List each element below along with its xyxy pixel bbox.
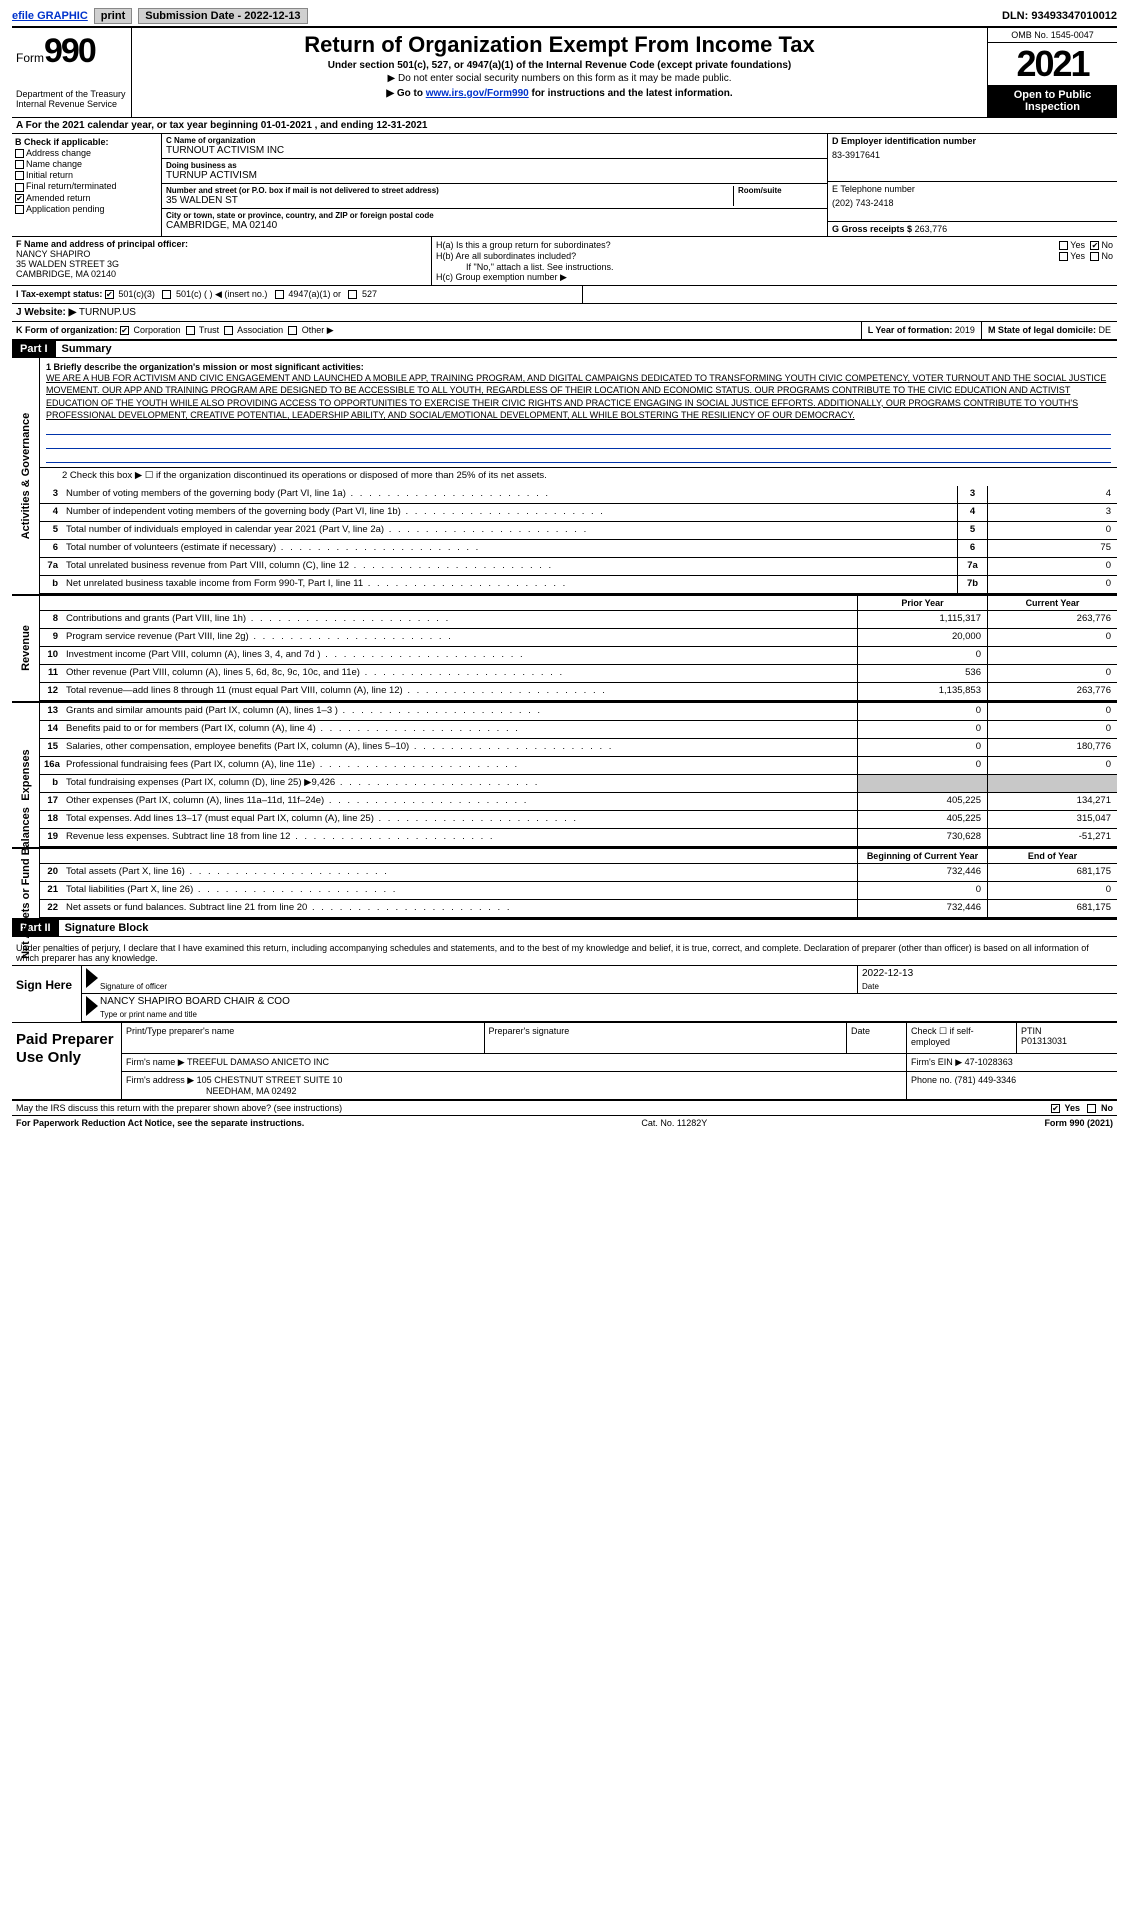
ssn-note: ▶ Do not enter social security numbers o… — [140, 73, 979, 84]
chk-501c3[interactable] — [105, 290, 114, 299]
net-assets-block: Net Assets or Fund Balances Beginning of… — [12, 849, 1117, 920]
hb-no[interactable] — [1090, 252, 1099, 261]
org-name: TURNOUT ACTIVISM INC — [166, 145, 823, 156]
data-line: 17Other expenses (Part IX, column (A), l… — [40, 793, 1117, 811]
paperwork-footer: For Paperwork Reduction Act Notice, see … — [12, 1116, 1117, 1130]
data-line: 11Other revenue (Part VIII, column (A), … — [40, 665, 1117, 683]
print-button[interactable]: print — [94, 8, 132, 24]
state-domicile: DE — [1098, 325, 1111, 335]
hb-yes[interactable] — [1059, 252, 1068, 261]
officer-name-title: NANCY SHAPIRO BOARD CHAIR & COO — [100, 996, 1113, 1010]
calendar-year-row: A For the 2021 calendar year, or tax yea… — [12, 118, 1117, 134]
chk-amended[interactable] — [15, 194, 24, 203]
box-f: F Name and address of principal officer:… — [12, 237, 432, 285]
signature-block: Under penalties of perjury, I declare th… — [12, 941, 1117, 1130]
data-line: 10Investment income (Part VIII, column (… — [40, 647, 1117, 665]
street-address: 35 WALDEN ST — [166, 195, 733, 206]
identity-section: B Check if applicable: Address change Na… — [12, 134, 1117, 237]
gov-line: 3Number of voting members of the governi… — [40, 486, 1117, 504]
data-line: 12Total revenue—add lines 8 through 11 (… — [40, 683, 1117, 701]
sign-here-label: Sign Here — [12, 966, 82, 1022]
gov-line: 4Number of independent voting members of… — [40, 504, 1117, 522]
tax-year: 2021 — [988, 43, 1117, 85]
discuss-row: May the IRS discuss this return with the… — [12, 1101, 1117, 1116]
mission-text: WE ARE A HUB FOR ACTIVISM AND CIVIC ENGA… — [46, 372, 1111, 421]
data-line: 20Total assets (Part X, line 16)732,4466… — [40, 864, 1117, 882]
form990-link[interactable]: www.irs.gov/Form990 — [426, 88, 529, 99]
officer-group-section: F Name and address of principal officer:… — [12, 237, 1117, 286]
row-j-website: J Website: ▶ TURNUP.US — [12, 304, 1117, 322]
data-line: 9Program service revenue (Part VIII, lin… — [40, 629, 1117, 647]
data-line: 18Total expenses. Add lines 13–17 (must … — [40, 811, 1117, 829]
box-b: B Check if applicable: Address change Na… — [12, 134, 162, 236]
gov-line: bNet unrelated business taxable income f… — [40, 576, 1117, 594]
chk-name[interactable] — [15, 160, 24, 169]
website: TURNUP.US — [79, 307, 136, 318]
perjury-declaration: Under penalties of perjury, I declare th… — [12, 941, 1117, 966]
omb-number: OMB No. 1545-0047 — [988, 28, 1117, 43]
form-header: Form990 Department of the Treasury Inter… — [12, 28, 1117, 118]
data-line: 21Total liabilities (Part X, line 26)00 — [40, 882, 1117, 900]
paid-preparer-block: Paid Preparer Use Only Print/Type prepar… — [12, 1022, 1117, 1101]
ha-no[interactable] — [1090, 241, 1099, 250]
data-line: 22Net assets or fund balances. Subtract … — [40, 900, 1117, 918]
chk-initial[interactable] — [15, 171, 24, 180]
mission-block: 1 Briefly describe the organization's mi… — [40, 358, 1117, 468]
data-line: 14Benefits paid to or for members (Part … — [40, 721, 1117, 739]
city-state-zip: CAMBRIDGE, MA 02140 — [166, 220, 823, 231]
gov-line: 7aTotal unrelated business revenue from … — [40, 558, 1117, 576]
row-i-tax-status: I Tax-exempt status: 501(c)(3) 501(c) ( … — [12, 286, 1117, 304]
year-formation: 2019 — [955, 325, 975, 335]
discuss-yes[interactable] — [1051, 1104, 1060, 1113]
data-line: 19Revenue less expenses. Subtract line 1… — [40, 829, 1117, 847]
dln: DLN: 93493347010012 — [1002, 10, 1117, 22]
telephone: (202) 743-2418 — [832, 198, 1113, 208]
form-subtitle: Under section 501(c), 527, or 4947(a)(1)… — [140, 60, 979, 71]
firm-ein: 47-1028363 — [965, 1057, 1013, 1067]
form-number: Form990 — [16, 32, 127, 71]
dba: TURNUP ACTIVISM — [166, 170, 823, 181]
chk-final[interactable] — [15, 183, 24, 192]
data-line: bTotal fundraising expenses (Part IX, co… — [40, 775, 1117, 793]
ptin: P01313031 — [1021, 1036, 1113, 1046]
chk-corp[interactable] — [120, 326, 129, 335]
chk-address[interactable] — [15, 149, 24, 158]
data-line: 13Grants and similar amounts paid (Part … — [40, 703, 1117, 721]
data-line: 15Salaries, other compensation, employee… — [40, 739, 1117, 757]
gross-receipts: 263,776 — [915, 224, 948, 234]
activities-governance-block: Activities & Governance 1 Briefly descri… — [12, 358, 1117, 596]
revenue-block: Revenue Prior Year Current Year 8Contrib… — [12, 596, 1117, 703]
gov-line: 5Total number of individuals employed in… — [40, 522, 1117, 540]
part1-header: Part I Summary — [12, 341, 1117, 358]
firm-address: 105 CHESTNUT STREET SUITE 10 — [197, 1075, 343, 1085]
topbar: efile GRAPHIC print Submission Date - 20… — [12, 8, 1117, 28]
ha-yes[interactable] — [1059, 241, 1068, 250]
goto-line: ▶ Go to www.irs.gov/Form990 for instruct… — [140, 88, 979, 99]
row-k-formofrg: K Form of organization: Corporation Trus… — [12, 322, 1117, 341]
part2-header: Part II Signature Block — [12, 920, 1117, 937]
department: Department of the Treasury Internal Reve… — [16, 89, 127, 109]
expenses-block: Expenses 13Grants and similar amounts pa… — [12, 703, 1117, 849]
box-c: C Name of organization TURNOUT ACTIVISM … — [162, 134, 827, 236]
box-h: H(a) Is this a group return for subordin… — [432, 237, 1117, 285]
open-inspection: Open to Public Inspection — [988, 85, 1117, 117]
ein: 83-3917641 — [832, 150, 1113, 160]
data-line: 8Contributions and grants (Part VIII, li… — [40, 611, 1117, 629]
submission-date: Submission Date - 2022-12-13 — [138, 8, 307, 24]
officer-name: NANCY SHAPIRO — [16, 249, 427, 259]
gov-line: 6Total number of volunteers (estimate if… — [40, 540, 1117, 558]
data-line: 16aProfessional fundraising fees (Part I… — [40, 757, 1117, 775]
chk-pending[interactable] — [15, 205, 24, 214]
form-title: Return of Organization Exempt From Incom… — [140, 32, 979, 58]
discuss-no[interactable] — [1087, 1104, 1096, 1113]
firm-name: TREEFUL DAMASO ANICETO INC — [187, 1057, 329, 1067]
sig-date: 2022-12-13 — [862, 968, 1113, 982]
firm-phone: (781) 449-3346 — [955, 1075, 1017, 1085]
efile-link[interactable]: efile GRAPHIC — [12, 10, 88, 22]
